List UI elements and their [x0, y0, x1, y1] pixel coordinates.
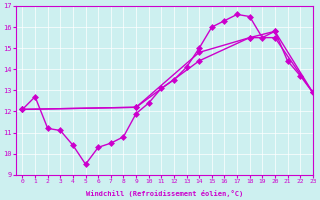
X-axis label: Windchill (Refroidissement éolien,°C): Windchill (Refroidissement éolien,°C) — [86, 190, 243, 197]
